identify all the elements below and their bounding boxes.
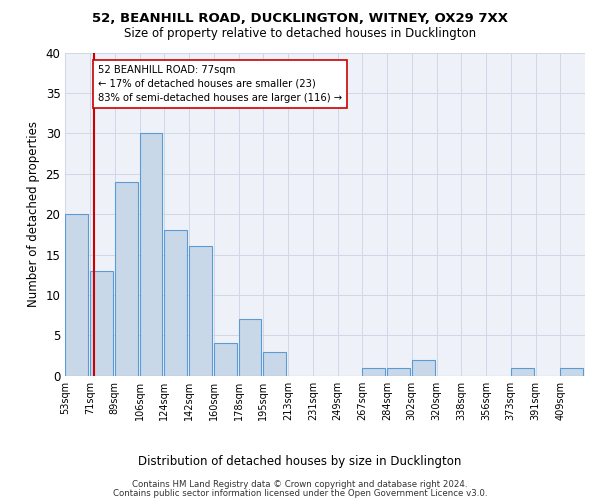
Bar: [412, 360, 434, 376]
Bar: [65, 214, 88, 376]
Bar: [164, 230, 187, 376]
Text: Size of property relative to detached houses in Ducklington: Size of property relative to detached ho…: [124, 28, 476, 40]
Bar: [140, 134, 163, 376]
Text: Contains public sector information licensed under the Open Government Licence v3: Contains public sector information licen…: [113, 489, 487, 498]
Bar: [90, 270, 113, 376]
Bar: [387, 368, 410, 376]
Y-axis label: Number of detached properties: Number of detached properties: [27, 121, 40, 307]
Bar: [511, 368, 533, 376]
Text: 52, BEANHILL ROAD, DUCKLINGTON, WITNEY, OX29 7XX: 52, BEANHILL ROAD, DUCKLINGTON, WITNEY, …: [92, 12, 508, 26]
Bar: [263, 352, 286, 376]
Text: 52 BEANHILL ROAD: 77sqm
← 17% of detached houses are smaller (23)
83% of semi-de: 52 BEANHILL ROAD: 77sqm ← 17% of detache…: [98, 64, 342, 102]
Bar: [239, 319, 261, 376]
Text: Distribution of detached houses by size in Ducklington: Distribution of detached houses by size …: [139, 455, 461, 468]
Bar: [560, 368, 583, 376]
Bar: [362, 368, 385, 376]
Text: Contains HM Land Registry data © Crown copyright and database right 2024.: Contains HM Land Registry data © Crown c…: [132, 480, 468, 489]
Bar: [115, 182, 137, 376]
Bar: [214, 344, 236, 376]
Bar: [189, 246, 212, 376]
